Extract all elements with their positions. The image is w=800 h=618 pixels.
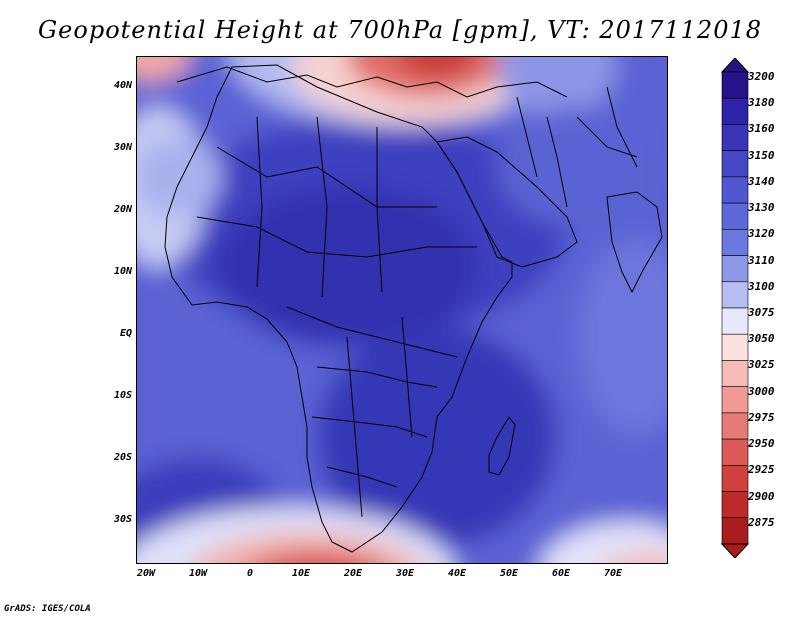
colorbar-level-label: 3100 <box>748 279 775 293</box>
coastline-overlay <box>164 64 663 553</box>
lon-label-60e: 60E <box>551 568 571 579</box>
lon-label-10e: 10E <box>291 568 311 579</box>
colorbar-swatch <box>721 176 749 204</box>
colorbar-level-label: 3180 <box>748 96 775 110</box>
colorbar-level-label: 3150 <box>748 148 775 162</box>
credit-text: GrADS: IGES/COLA <box>4 604 91 614</box>
colorbar-level-label: 2975 <box>748 410 775 424</box>
colorbar-level-label: 2925 <box>748 463 775 477</box>
colorbar-swatch <box>721 255 749 283</box>
lat-label-10s: 10S <box>113 390 132 401</box>
lat-label-30s: 30S <box>113 514 132 525</box>
lat-label-10n: 10N <box>113 266 132 277</box>
colorbar-level-label: 3120 <box>748 227 775 241</box>
lon-label-50e: 50E <box>499 568 519 579</box>
lon-label-20e: 20E <box>343 568 363 579</box>
colorbar-swatch <box>721 491 749 519</box>
colorbar-level-label: 3140 <box>748 174 775 188</box>
colorbar-swatch <box>721 438 749 466</box>
lat-label-20n: 20N <box>113 204 132 215</box>
colorbar-swatch <box>721 97 749 125</box>
lat-label-20s: 20S <box>113 452 132 463</box>
lon-label-40e: 40E <box>447 568 467 579</box>
lat-label-40n: 40N <box>113 80 132 91</box>
colorbar-swatch <box>721 360 749 387</box>
colorbar-legend: 3200 3180 3160 3150 3140 3130 3120 3110 3100 3075… <box>720 57 800 559</box>
colorbar-level-label: 3000 <box>748 384 775 398</box>
colorbar-min-arrow <box>720 543 750 559</box>
colorbar-max-arrow <box>720 57 750 73</box>
colorbar-level-label: 3200 <box>748 70 775 83</box>
colorbar-swatch <box>721 150 749 178</box>
geopotential-field <box>137 57 667 563</box>
colorbar-level-label: 3110 <box>748 253 775 267</box>
colorbar-level-label: 2875 <box>748 515 775 529</box>
colorbar-swatch <box>721 307 749 335</box>
colorbar-swatch <box>721 465 749 492</box>
lon-label-0: 0 <box>246 568 254 579</box>
colorbar-level-label: 2950 <box>748 437 775 451</box>
colorbar-level-label: 2900 <box>748 489 775 503</box>
lon-label-10w: 10W <box>188 568 208 579</box>
lat-label-30n: 30N <box>113 142 132 153</box>
lon-label-70e: 70E <box>603 568 623 579</box>
colorbar-level-label: 3050 <box>748 332 775 346</box>
colorbar <box>720 57 750 559</box>
map-title: Geopotential Height at 700hPa [gpm], VT:… <box>38 16 762 44</box>
colorbar-swatch <box>721 517 749 545</box>
colorbar-swatch <box>721 71 749 99</box>
colorbar-level-label: 3075 <box>748 306 775 319</box>
lon-label-20w: 20W <box>136 568 156 579</box>
colorbar-level-label: 3130 <box>748 201 775 215</box>
colorbar-swatch <box>721 202 749 230</box>
colorbar-swatch <box>721 124 749 151</box>
colorbar-level-label: 3160 <box>748 122 775 136</box>
colorbar-swatch <box>721 386 749 414</box>
lon-label-30e: 30E <box>395 568 415 579</box>
colorbar-swatch <box>721 333 749 361</box>
colorbar-swatch <box>721 281 749 309</box>
colorbar-level-label: 3025 <box>748 358 775 372</box>
lat-label-eq: EQ <box>119 328 132 339</box>
colorbar-swatch <box>721 229 749 256</box>
colorbar-swatch <box>721 412 749 440</box>
map-panel <box>136 56 668 564</box>
